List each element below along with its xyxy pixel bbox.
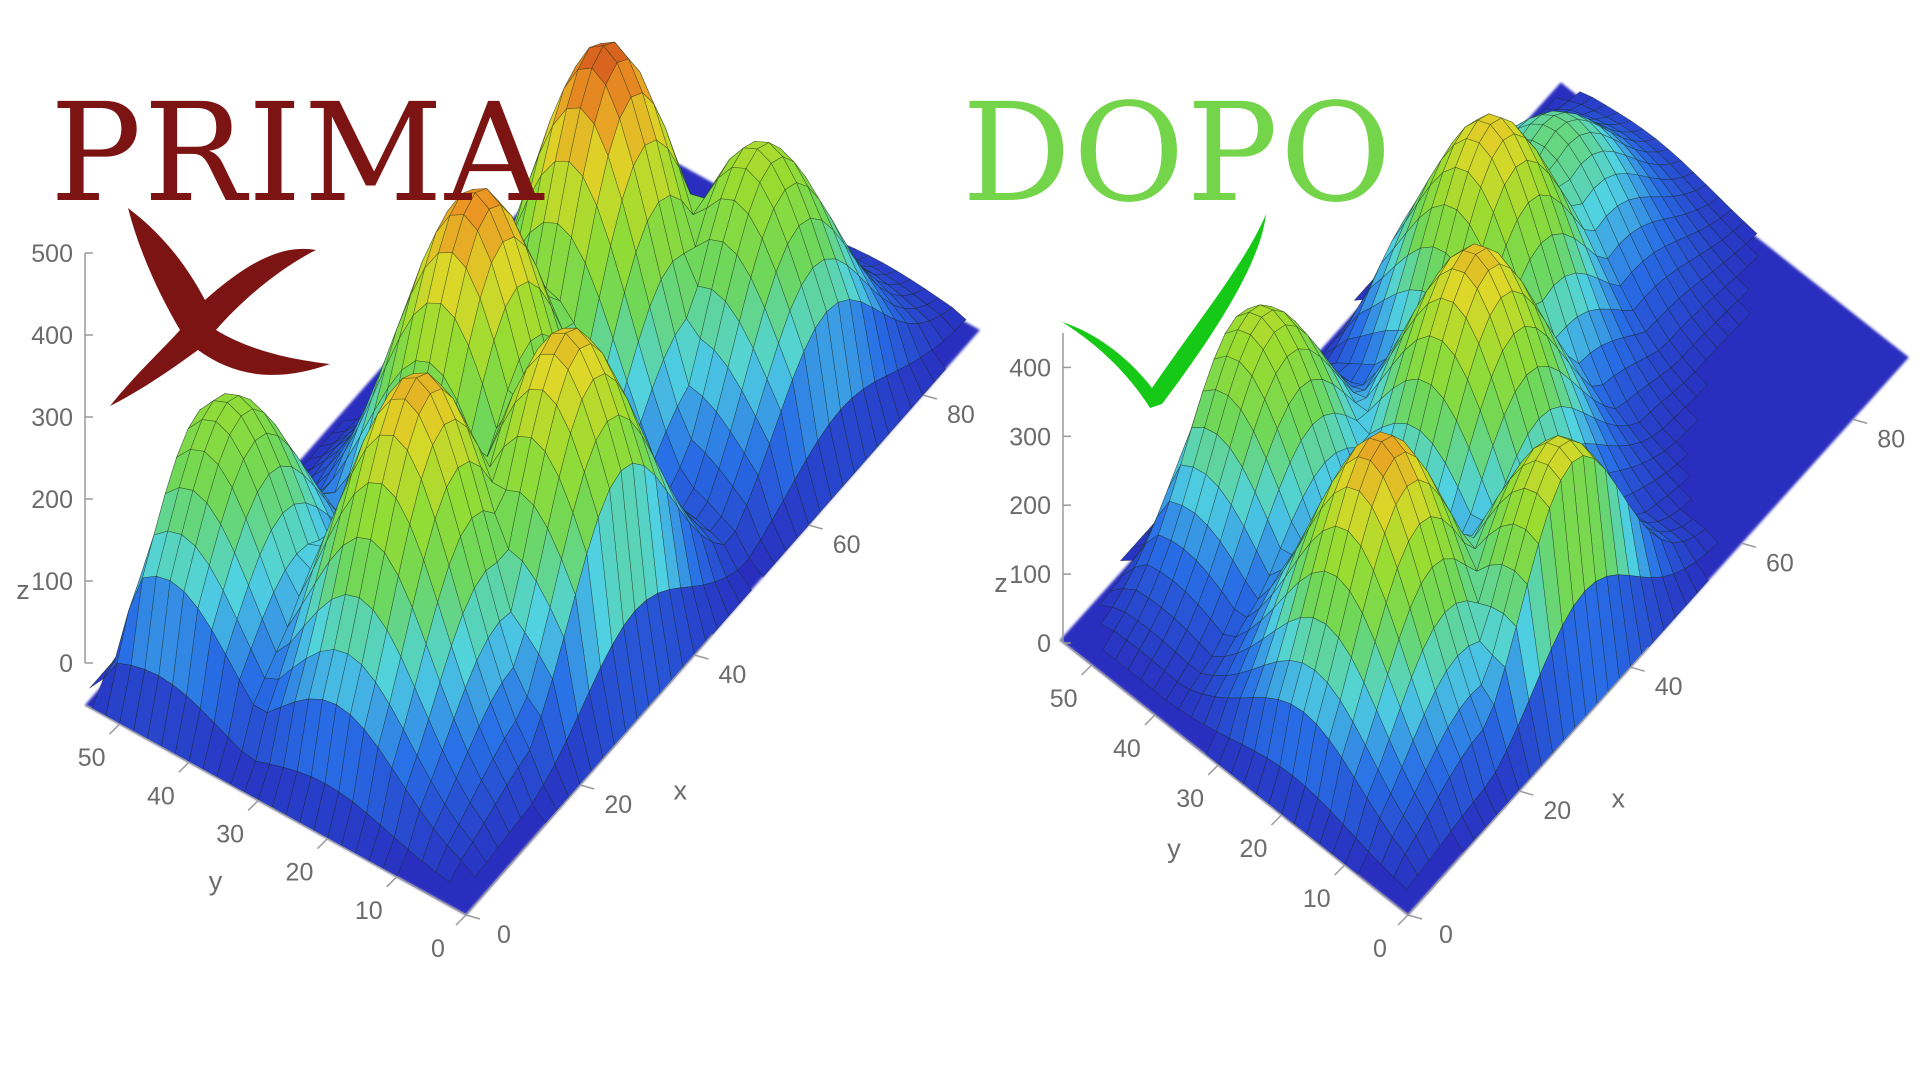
z-tick-label: 200	[1009, 492, 1051, 520]
y-tick	[1334, 864, 1346, 876]
y-tick	[316, 838, 328, 850]
z-tick-label: 400	[31, 322, 73, 350]
x-axis-line	[465, 633, 714, 916]
y-tick-label: 30	[216, 820, 244, 848]
z-tick-label: 100	[31, 568, 73, 596]
x-tick-label: 80	[947, 401, 975, 429]
heading-before: PRIMA	[50, 75, 545, 233]
surface-patch	[748, 539, 775, 578]
y-tick	[247, 799, 259, 811]
z-tick-label: 500	[31, 240, 73, 268]
x-tick-label: 60	[1766, 549, 1794, 577]
x-tick	[1741, 542, 1757, 548]
x-tick	[694, 654, 709, 660]
y-tick	[1207, 764, 1219, 776]
z-tick-label: 100	[1009, 561, 1051, 589]
y-tick-label: 40	[147, 782, 175, 810]
x-tick-label: 20	[604, 791, 632, 819]
x-tick	[580, 784, 595, 790]
z-tick-label: 0	[1037, 630, 1051, 658]
x-tick	[1853, 418, 1868, 425]
x-tick	[922, 394, 938, 400]
y-tick	[1270, 814, 1282, 826]
y-axis-line	[84, 704, 467, 916]
y-tick	[1081, 664, 1093, 676]
y-tick-label: 50	[78, 744, 106, 772]
y-tick	[386, 876, 398, 888]
surface-mesh	[89, 41, 967, 883]
surface-patch	[435, 844, 462, 883]
z-tick-label: 300	[31, 404, 73, 432]
x-tick-label: 80	[1877, 425, 1905, 453]
x-tick-label: 0	[497, 921, 511, 949]
cross-icon	[110, 208, 330, 406]
y-tick-label: 20	[1240, 835, 1268, 863]
x-tick	[1407, 914, 1423, 920]
heading-after: DOPO	[962, 75, 1394, 233]
y-tick-label: 30	[1176, 785, 1204, 813]
z-axis-label: z	[994, 568, 1008, 598]
surface-chart-after: 0 20 40 60 80 x 0 10 20 30 40 50 y 0 100 200 300 400 z	[994, 82, 1909, 963]
x-tick-label: 40	[719, 661, 747, 689]
surface-chart-before: 0 20 40 60 80 x 0 10 20 30 40 50 y 0 100 200 300 400 500 z	[16, 41, 980, 963]
x-axis-label: x	[1612, 784, 1626, 814]
y-tick-label: 20	[286, 859, 314, 887]
y-tick	[109, 723, 121, 735]
y-tick-label: 50	[1050, 685, 1078, 713]
z-tick-label: 0	[59, 650, 73, 678]
y-tick	[455, 914, 467, 926]
y-axis-line	[1059, 639, 1409, 916]
y-tick-label: 10	[355, 897, 383, 925]
x-tick-label: 0	[1439, 921, 1453, 949]
x-axis-line	[1407, 646, 1649, 916]
y-tick-label: 0	[1373, 935, 1387, 963]
x-tick	[1630, 666, 1645, 672]
z-tick-label: 300	[1009, 423, 1051, 451]
y-tick-label: 0	[431, 935, 445, 963]
x-tick	[465, 914, 481, 920]
y-tick-label: 10	[1303, 885, 1331, 913]
surface-mesh	[1099, 91, 1759, 890]
x-tick-label: 60	[833, 531, 861, 559]
x-tick	[1519, 790, 1534, 796]
z-axis-label: z	[16, 575, 30, 605]
x-axis-label: x	[673, 776, 687, 806]
x-tick-label: 40	[1655, 673, 1683, 701]
check-icon	[1062, 214, 1266, 408]
surface-patch	[460, 841, 487, 878]
chart-axes: 0 20 40 60 80 x 0 10 20 30 40 50 y 0 100 200 300 400 z	[994, 333, 1905, 963]
z-tick-label: 400	[1009, 354, 1051, 382]
y-tick	[1397, 914, 1409, 926]
chart-axes: 0 20 40 60 80 x 0 10 20 30 40 50 y 0 100 200 300 400 500 z	[16, 240, 975, 963]
y-tick-label: 40	[1113, 735, 1141, 763]
x-tick-label: 20	[1543, 797, 1571, 825]
x-tick	[808, 524, 823, 530]
y-tick	[178, 761, 190, 773]
z-tick-label: 200	[31, 486, 73, 514]
y-axis-label: y	[209, 866, 223, 896]
y-tick	[1144, 714, 1156, 726]
surface-patch	[1393, 853, 1418, 890]
y-axis-label: y	[1167, 834, 1181, 864]
